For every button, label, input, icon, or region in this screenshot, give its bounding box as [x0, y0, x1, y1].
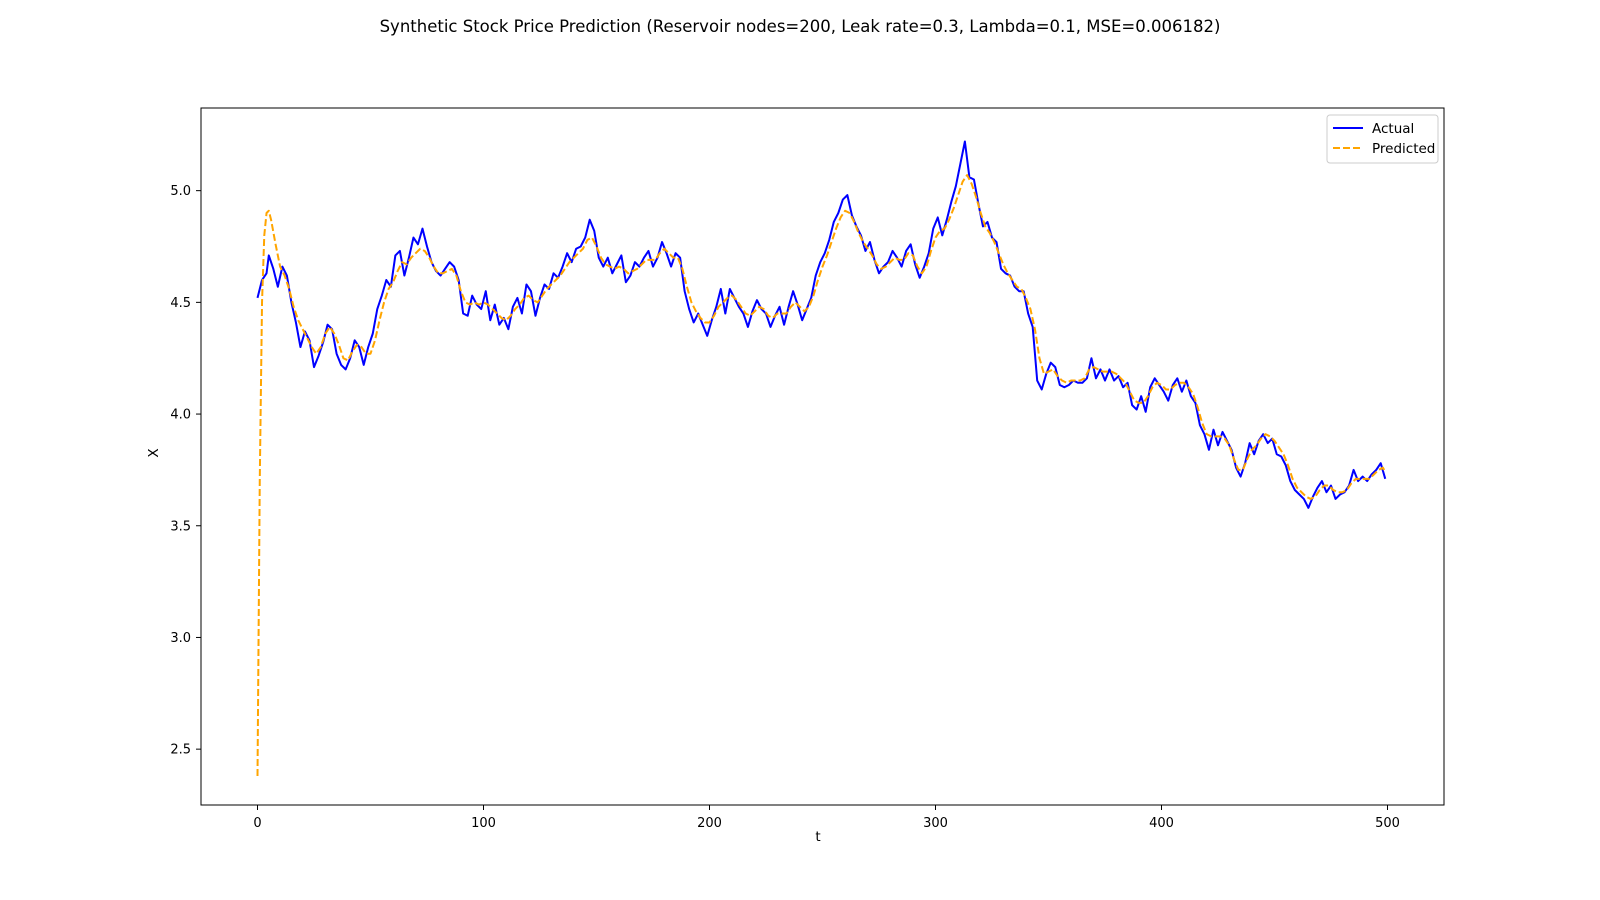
x-axis-label: t: [815, 829, 820, 845]
series-line-actual: [256, 140, 1387, 509]
y-tick-label: 5.0: [170, 184, 191, 199]
x-axis: 0 100 200 300 400 500: [253, 805, 1400, 831]
legend-label-predicted: Predicted: [1372, 141, 1435, 157]
y-tick-label: 4.0: [170, 408, 191, 423]
series-line-predicted: [256, 174, 1387, 776]
plot-frame: [200, 107, 1445, 806]
legend: Actual Predicted: [1326, 114, 1439, 164]
x-tick-label: 400: [1149, 816, 1174, 831]
y-tick-label: 3.0: [170, 631, 191, 646]
y-tick-label: 2.5: [170, 743, 191, 758]
y-tick-label: 3.5: [170, 519, 191, 534]
legend-label-actual: Actual: [1372, 121, 1414, 137]
x-tick-label: 0: [253, 816, 261, 831]
x-tick-label: 200: [697, 816, 722, 831]
y-axis-label: X: [146, 448, 162, 457]
y-axis: 2.5 3.0 3.5 4.0 4.5 5.0: [170, 184, 201, 758]
chart-title: Synthetic Stock Price Prediction (Reserv…: [380, 17, 1221, 36]
y-tick-label: 4.5: [170, 296, 191, 311]
plot-area: [200, 107, 1445, 806]
x-tick-label: 300: [923, 816, 948, 831]
x-tick-label: 100: [471, 816, 496, 831]
x-tick-label: 500: [1375, 816, 1400, 831]
